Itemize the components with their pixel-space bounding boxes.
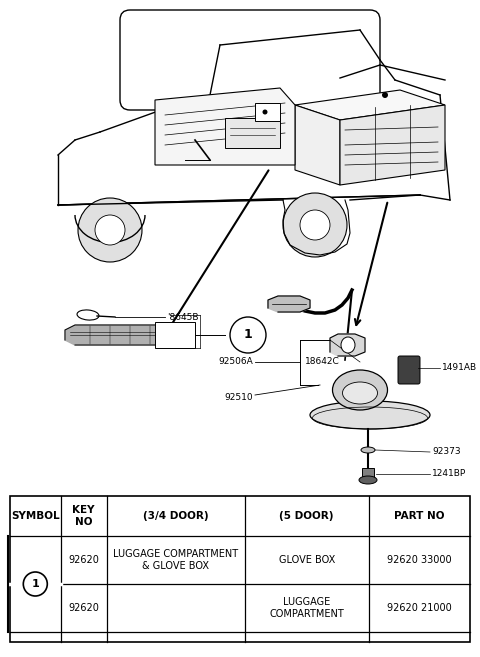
FancyBboxPatch shape <box>398 356 420 384</box>
Polygon shape <box>295 90 445 120</box>
Text: (3/4 DOOR): (3/4 DOOR) <box>143 511 208 521</box>
Polygon shape <box>155 88 295 165</box>
Text: 92373: 92373 <box>432 447 461 457</box>
Text: (5 DOOR): (5 DOOR) <box>279 511 334 521</box>
Polygon shape <box>268 296 310 312</box>
Text: KEY
NO: KEY NO <box>72 505 95 527</box>
FancyBboxPatch shape <box>120 10 380 110</box>
Polygon shape <box>340 105 445 185</box>
Text: LUGGAGE COMPARTMENT
& GLOVE BOX: LUGGAGE COMPARTMENT & GLOVE BOX <box>113 549 238 571</box>
Text: PART NO: PART NO <box>394 511 444 521</box>
Ellipse shape <box>343 382 377 404</box>
Text: '8645B: '8645B <box>167 313 199 321</box>
Ellipse shape <box>77 310 99 320</box>
Text: 1491AB: 1491AB <box>442 363 477 373</box>
Bar <box>155 322 195 348</box>
Circle shape <box>95 215 125 245</box>
Text: 1: 1 <box>31 579 39 589</box>
Circle shape <box>78 198 142 262</box>
Text: LUGGAGE
COMPARTMENT: LUGGAGE COMPARTMENT <box>269 597 344 619</box>
Ellipse shape <box>310 401 430 429</box>
Ellipse shape <box>333 370 387 410</box>
Polygon shape <box>65 325 175 345</box>
Ellipse shape <box>361 447 375 453</box>
Text: 92510: 92510 <box>224 392 253 401</box>
Circle shape <box>263 110 267 114</box>
Text: 1: 1 <box>244 328 252 342</box>
Bar <box>10 496 470 642</box>
Text: 92506A: 92506A <box>218 357 253 367</box>
Text: 18642C: 18642C <box>305 357 340 367</box>
Text: 92620 33000: 92620 33000 <box>387 555 452 565</box>
Text: 92620: 92620 <box>68 555 99 565</box>
Ellipse shape <box>359 476 377 484</box>
Text: 92620: 92620 <box>68 603 99 613</box>
Ellipse shape <box>341 337 355 353</box>
Bar <box>362 468 374 478</box>
Polygon shape <box>295 105 340 185</box>
Text: GLOVE BOX: GLOVE BOX <box>278 555 335 565</box>
Polygon shape <box>330 334 365 356</box>
Text: 1241BP: 1241BP <box>432 470 466 478</box>
Circle shape <box>300 210 330 240</box>
Circle shape <box>283 193 347 257</box>
Bar <box>255 103 280 121</box>
Text: SYMBOL: SYMBOL <box>11 511 60 521</box>
Text: 92620 21000: 92620 21000 <box>387 603 452 613</box>
Bar <box>225 118 280 148</box>
Circle shape <box>382 92 388 98</box>
